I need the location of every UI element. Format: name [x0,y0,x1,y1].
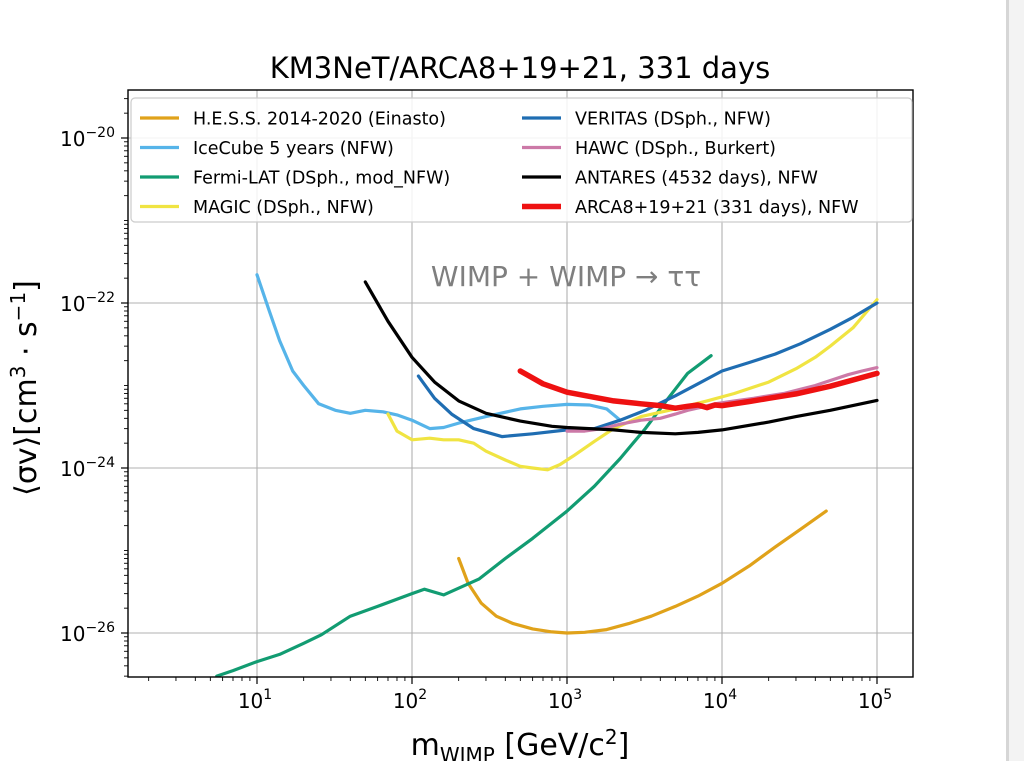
series-lines [215,273,880,677]
series-line-2 [255,273,622,431]
legend-entry-label: ARCA8+19+21 (331 days), NFW [575,198,859,218]
axis-ticks [121,98,878,684]
x-label-close: ] [618,728,630,761]
series-line-7 [363,280,879,436]
x-label-unit: [GeV/c [495,728,605,761]
window-border [1006,0,1009,761]
y-tick-label: 10−20 [60,125,115,151]
y-label-mid: · s [9,321,44,365]
legend-entry-label: H.E.S.S. 2014-2020 (Einasto) [193,110,446,130]
y-label-sup2: −1 [6,292,30,321]
chart-title: KM3NeT/ARCA8+19+21, 331 days [270,51,770,85]
y-label-close: ] [9,280,44,292]
x-label-sub: WIMP [440,743,495,761]
y-tick-label: 10−24 [60,455,115,481]
legend-entry-label: MAGIC (DSph., NFW) [193,198,374,218]
legend: H.E.S.S. 2014-2020 (Einasto) IceCube 5 ye… [130,97,913,223]
x-tick-label: 103 [548,687,582,713]
x-tick-label: 105 [858,687,892,713]
x-label-main: m [411,728,440,761]
legend-entry-label: ANTARES (4532 days), NFW [575,169,818,189]
legend-entry-label: VERITAS (DSph., NFW) [575,110,771,130]
series-line-4 [386,298,879,472]
legend-entry-label: IceCube 5 years (NFW) [193,139,394,159]
series-line-1 [457,509,828,635]
legend-entry-label: HAWC (DSph., Burkert) [575,139,776,159]
x-tick-label: 102 [393,687,427,713]
y-axis-label: ⟨σv⟩[cm3 · s−1] [6,280,44,496]
series-line-3 [215,354,713,677]
x-axis-label: mWIMP [GeV/c2] [411,725,630,761]
series-line-5 [416,301,879,439]
x-label-sup: 2 [605,725,618,749]
y-tick-label: 10−26 [60,620,115,646]
y-label-main: ⟨σv⟩[cm [9,378,44,496]
legend-box [130,97,913,223]
annotation-text: WIMP + WIMP → ττ [431,260,701,293]
axis-tick-labels: 101 102 103 104 105 10−20 10−22 10−24 10−26 [60,125,892,713]
x-tick-label: 101 [238,687,272,713]
series-line-6 [565,366,879,433]
legend-entry-label: Fermi-LAT (DSph., mod_NFW) [193,169,450,189]
x-tick-label: 104 [703,687,737,713]
y-tick-label: 10−22 [60,290,115,316]
y-label-sup1: 3 [6,366,30,379]
series-line-8 [517,368,880,411]
